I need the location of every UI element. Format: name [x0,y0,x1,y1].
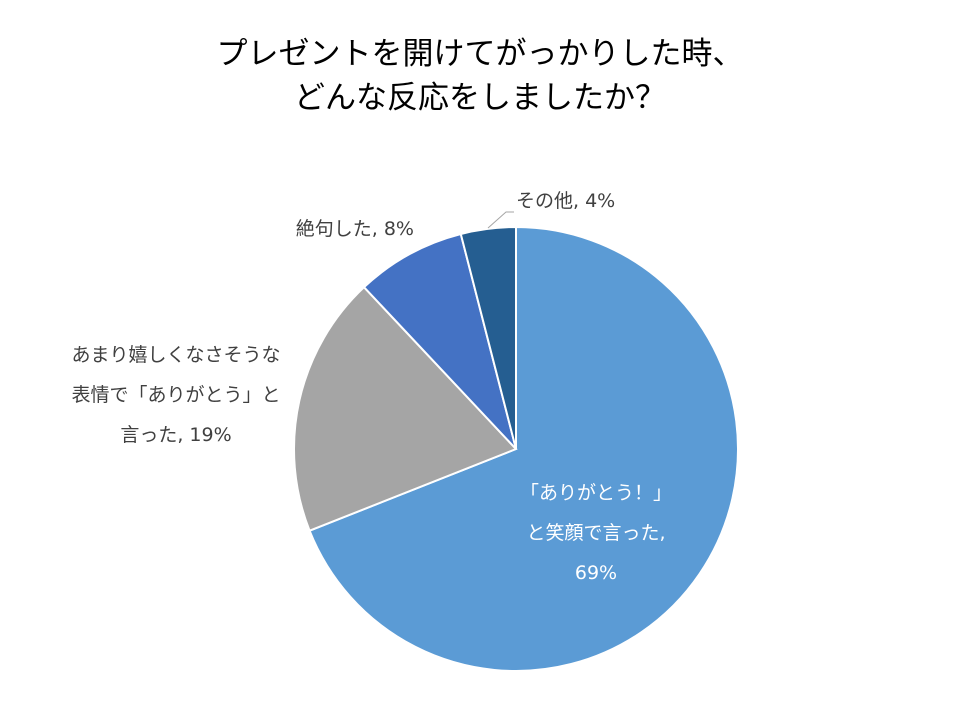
data-label-2: あまり嬉しくなさそうな表情で「ありがとう」と言った, 19% [71,344,280,446]
pie-slice-3 [362,232,517,450]
data-label-3-line-1: 絶句した, 8% [296,218,414,240]
data-labels: 「ありがとう！」と笑顔で言った, 69% あまり嬉しくなさそうな表情で「ありがとう」… [71,190,672,584]
data-label-1-line-1: 「ありがとう！」 [520,482,672,504]
data-label-1-line-3: 69% [575,562,617,584]
pie-slice-4 [459,225,517,450]
data-label-1: 「ありがとう！」と笑顔で言った, 69% [520,482,672,584]
chart-title-line-2: どんな反応をしましたか？ [294,80,666,116]
data-label-4: その他, 4% [516,190,615,212]
data-label-4-line-1: その他, 4% [516,190,615,212]
leader-line-4 [487,211,514,229]
pie-slice-1 [308,225,739,672]
data-label-3: 絶句した, 8% [296,218,414,240]
data-label-2-line-2: 表情で「ありがとう」と [71,384,280,406]
data-label-1-line-2: と笑顔で言った, [526,522,665,544]
leader-lines [487,211,514,229]
data-label-2-line-1: あまり嬉しくなさそうな [71,344,280,366]
data-label-2-line-3: 言った, 19% [120,424,231,446]
chart-title-line-1: プレゼントを開けてがっかりした時、 [216,36,744,72]
chart-title: プレゼントを開けてがっかりした時、 どんな反応をしましたか？ [0,32,960,120]
pie-slice-2 [293,285,518,533]
pie-slices [293,225,739,672]
